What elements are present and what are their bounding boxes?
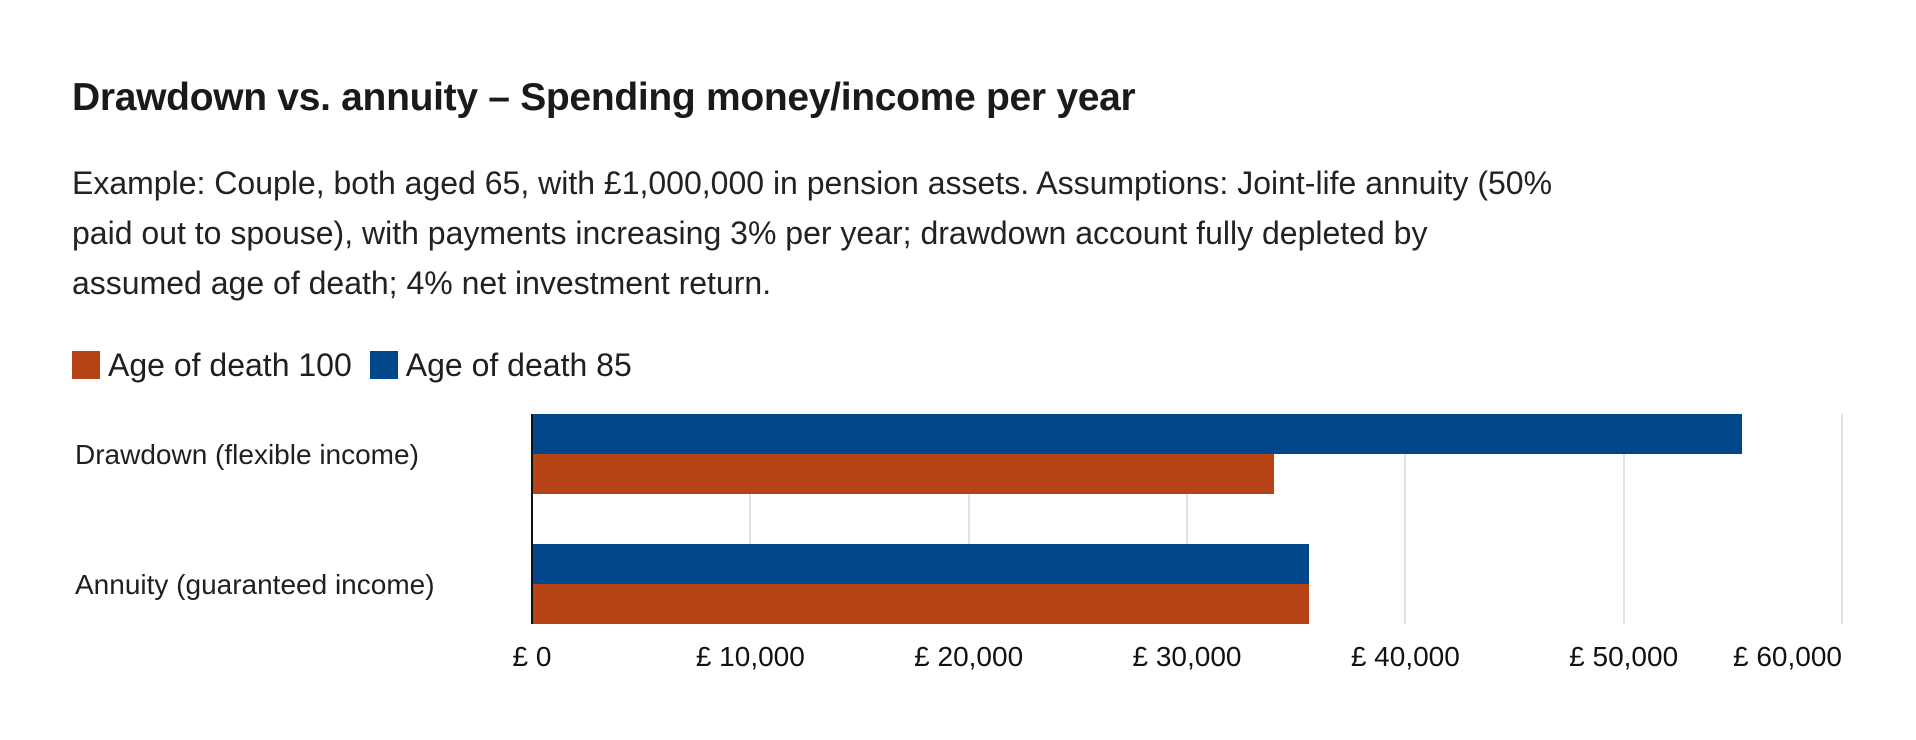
- description-line: Example: Couple, both aged 65, with £1,0…: [72, 165, 1553, 201]
- x-tick-label: £ 20,000: [914, 641, 1024, 672]
- legend-item-age-100[interactable]: Age of death 100: [72, 345, 352, 385]
- x-tick-label: £ 50,000: [1569, 641, 1679, 672]
- y-axis-label-annuity: Annuity (guaranteed income): [75, 569, 435, 600]
- y-axis-label-drawdown: Drawdown (flexible income): [75, 439, 419, 470]
- gridline: [749, 414, 752, 624]
- x-tick-label: £ 10,000: [695, 641, 805, 672]
- x-tick-label: £ 60,000: [1733, 641, 1842, 672]
- description-line: assumed age of death; 4% net investment …: [72, 265, 772, 301]
- chart-description: Example: Couple, both aged 65, with £1,0…: [72, 158, 1872, 308]
- gridline: [967, 414, 970, 624]
- chart-legend: Age of death 100 Age of death 85: [72, 345, 650, 385]
- bar-annuity-age-of-death-85[interactable]: [532, 544, 1310, 584]
- gridline: [1841, 414, 1843, 624]
- bar-drawdown-age-of-death-100[interactable]: [532, 454, 1275, 494]
- gridline: [1186, 414, 1188, 624]
- legend-swatch-age-100: [72, 351, 100, 379]
- chart-title: Drawdown vs. annuity – Spending money/in…: [72, 76, 1136, 119]
- x-tick-label: £ 0: [512, 641, 552, 672]
- description-line: paid out to spouse), with payments incre…: [72, 215, 1428, 251]
- y-axis-line: [531, 414, 533, 624]
- legend-label: Age of death 85: [405, 347, 632, 383]
- legend-swatch-age-85: [369, 351, 398, 379]
- bar-annuity-age-of-death-100[interactable]: [532, 584, 1310, 624]
- x-tick-label: £ 30,000: [1132, 641, 1242, 672]
- x-tick-label: £ 40,000: [1350, 641, 1460, 672]
- bar-drawdown-age-of-death-85[interactable]: [532, 414, 1742, 454]
- legend-label: Age of death 100: [108, 347, 352, 383]
- gridline: [1404, 414, 1407, 624]
- gridline: [1622, 414, 1625, 624]
- legend-item-age-85[interactable]: Age of death 85: [369, 345, 632, 385]
